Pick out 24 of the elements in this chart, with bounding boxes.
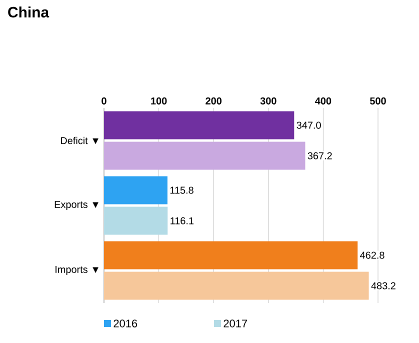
x-tick-label: 200 bbox=[206, 97, 222, 104]
y-tick-label: Deficit ▼ bbox=[60, 136, 98, 144]
legend-label: 2016 bbox=[114, 320, 138, 328]
data-label: 367.2 bbox=[308, 152, 332, 160]
data-label: 116.1 bbox=[170, 217, 194, 224]
bar bbox=[104, 176, 168, 204]
bar bbox=[104, 111, 294, 140]
y-tick-label: Imports ▼ bbox=[56, 266, 98, 275]
x-tick-label: 100 bbox=[151, 97, 167, 104]
bar bbox=[104, 142, 306, 170]
x-tick-label: 300 bbox=[260, 97, 276, 104]
data-label: 115.8 bbox=[170, 186, 194, 194]
x-tick-label: 400 bbox=[315, 97, 332, 104]
x-tick-label: 0 bbox=[102, 97, 106, 104]
bar bbox=[104, 272, 369, 300]
y-tick-label: Exports ▼ bbox=[54, 201, 98, 210]
bar bbox=[104, 206, 168, 235]
legend-label: 2017 bbox=[224, 320, 248, 328]
chart-title: China bbox=[8, 6, 50, 18]
data-label: 347.0 bbox=[296, 122, 321, 129]
x-tick-label: 500 bbox=[370, 97, 386, 104]
data-label: 483.2 bbox=[371, 282, 396, 290]
bar bbox=[104, 241, 358, 270]
data-label: 462.8 bbox=[360, 252, 384, 259]
